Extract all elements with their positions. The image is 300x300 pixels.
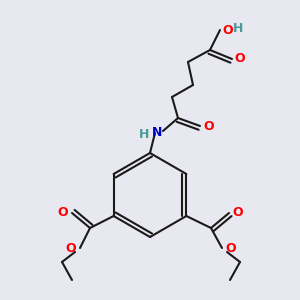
Text: N: N [152,127,162,140]
Text: O: O [204,119,214,133]
Text: O: O [223,23,233,37]
Text: O: O [233,206,243,220]
Text: O: O [58,206,68,220]
Text: H: H [139,128,149,140]
Text: O: O [235,52,245,65]
Text: H: H [233,22,243,34]
Text: O: O [66,242,76,254]
Text: O: O [226,242,236,254]
